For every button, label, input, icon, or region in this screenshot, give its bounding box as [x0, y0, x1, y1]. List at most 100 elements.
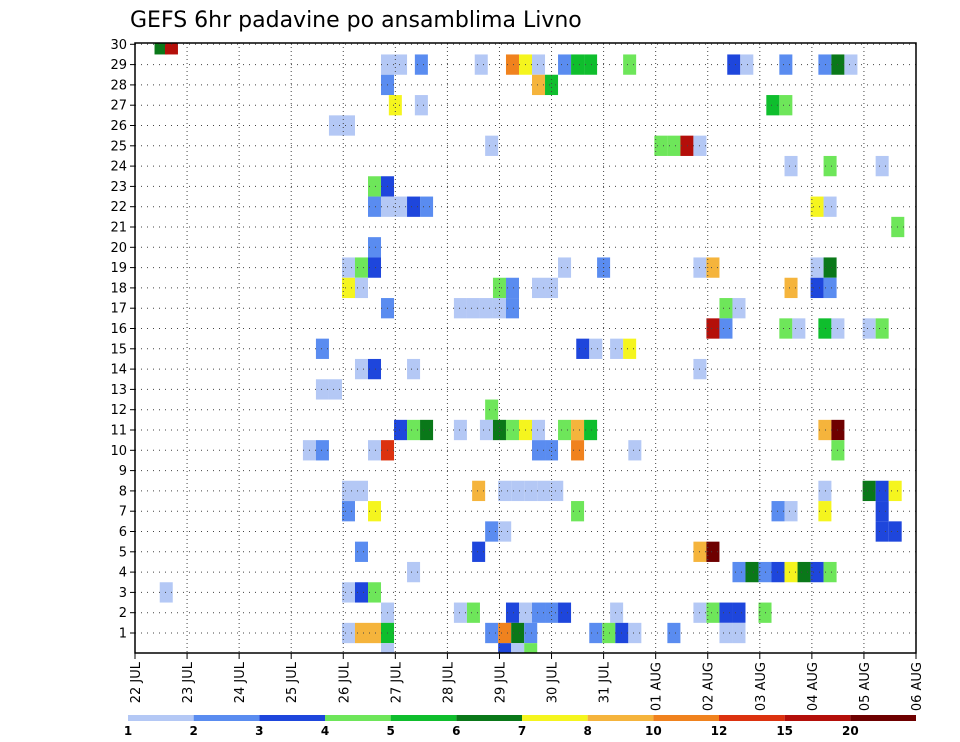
- y-tick-label: 19: [110, 261, 127, 276]
- precip-cell: [492, 298, 506, 319]
- precip-cell: [498, 622, 512, 644]
- precip-cell: [628, 440, 642, 461]
- precip-cell: [485, 135, 499, 156]
- precip-cell: [485, 399, 499, 420]
- legend-label: 15: [776, 724, 793, 738]
- precip-cell: [524, 643, 538, 653]
- precip-cell: [719, 622, 733, 644]
- precip-cell: [532, 277, 546, 299]
- precip-cell: [680, 135, 694, 156]
- plot-frame: [134, 42, 917, 654]
- precip-cell: [732, 298, 746, 319]
- precip-cell: [576, 338, 590, 359]
- y-tick-label: 16: [110, 322, 127, 337]
- precip-cell: [779, 95, 793, 116]
- y-tick-label: 3: [119, 586, 127, 601]
- precip-cell: [368, 176, 382, 197]
- x-tick-label: 25 JUL: [285, 661, 300, 703]
- y-tick-label: 14: [110, 363, 127, 378]
- legend-color-swatch: [587, 715, 654, 721]
- y-tick-label: 27: [110, 99, 127, 114]
- precip-cell: [667, 135, 681, 156]
- legend-color-swatch: [193, 715, 260, 721]
- legend-color-swatch: [850, 715, 916, 721]
- legend-label: 4: [321, 724, 329, 738]
- precip-cell: [154, 43, 168, 55]
- precip-cell: [797, 561, 811, 583]
- precip-cell: [341, 622, 355, 644]
- y-axis: 1234567891011121314151617181920212223242…: [110, 38, 135, 642]
- precip-cell: [602, 622, 616, 644]
- precip-cell: [823, 561, 837, 583]
- legend-color-swatch: [390, 715, 457, 721]
- precip-cell: [407, 419, 421, 441]
- precip-cell: [571, 419, 585, 441]
- precip-cell: [341, 501, 355, 522]
- precip-cell: [766, 95, 780, 116]
- precip-cell: [407, 561, 421, 583]
- precip-cell: [532, 54, 546, 75]
- x-tick-label: 27 JUL: [389, 661, 404, 703]
- x-tick-label: 02 AUG: [702, 662, 717, 711]
- precip-cell: [558, 602, 572, 623]
- precip-cell: [532, 74, 546, 96]
- precip-cell: [368, 622, 382, 644]
- precip-cell: [550, 480, 564, 502]
- precip-cell: [505, 419, 519, 441]
- legend-label: 12: [711, 724, 728, 738]
- precip-cell: [732, 561, 746, 583]
- precip-cell: [381, 643, 395, 653]
- precip-cell: [407, 358, 421, 380]
- precip-cell: [818, 54, 832, 75]
- precip-cell: [453, 419, 467, 441]
- precip-cell: [706, 541, 720, 562]
- y-tick-label: 2: [119, 606, 127, 621]
- precip-cell: [159, 582, 173, 603]
- precip-cell: [505, 602, 519, 623]
- precip-cell: [414, 54, 428, 75]
- precip-cell: [341, 115, 355, 136]
- legend-label: 7: [518, 724, 526, 738]
- precip-cell: [792, 318, 806, 339]
- y-tick-label: 15: [110, 342, 127, 357]
- precip-cell: [532, 419, 546, 441]
- y-tick-label: 17: [110, 302, 127, 317]
- precip-cell: [466, 602, 480, 623]
- precip-cell: [498, 643, 512, 653]
- precip-cell: [394, 196, 408, 217]
- precip-cell: [524, 622, 538, 644]
- precip-cell: [368, 257, 382, 278]
- precip-cell: [745, 561, 759, 583]
- precip-cell: [407, 196, 421, 217]
- precip-cell: [862, 318, 876, 339]
- y-tick-label: 29: [110, 58, 127, 73]
- color-legend: 1 2 3 4 5 6 7 8 10 12 15 20: [124, 715, 916, 738]
- precip-cell: [532, 602, 546, 623]
- precip-cell: [719, 298, 733, 319]
- y-tick-label: 20: [110, 241, 127, 256]
- precip-cell: [888, 480, 902, 502]
- precip-cell: [315, 379, 329, 400]
- precip-cell: [414, 95, 428, 116]
- precip-cell: [315, 338, 329, 359]
- x-tick-label: 22 JUL: [129, 661, 144, 703]
- precip-cell: [623, 54, 637, 75]
- legend-label: 10: [645, 724, 662, 738]
- precip-cell: [667, 622, 681, 644]
- legend-label: 1: [124, 724, 132, 738]
- precip-cell: [368, 440, 382, 461]
- precip-cell: [862, 480, 876, 502]
- precip-cell: [558, 419, 572, 441]
- precip-cell: [479, 298, 493, 319]
- y-tick-label: 21: [110, 221, 127, 236]
- chart-title: GEFS 6hr padavine po ansamblima Livno: [130, 8, 582, 33]
- x-axis: 22 JUL 23 JUL 24 JUL 25 JUL 26 JUL 27 JUL 28 J…: [129, 653, 925, 711]
- y-tick-label: 23: [110, 180, 127, 195]
- legend-color-swatch: [653, 715, 719, 721]
- precip-cell: [823, 196, 837, 217]
- x-tick-label: 23 JUL: [181, 661, 196, 703]
- legend-color-swatch: [522, 715, 588, 721]
- precip-cell: [654, 135, 668, 156]
- precip-cell: [727, 54, 741, 75]
- legend-color-swatch: [128, 715, 194, 721]
